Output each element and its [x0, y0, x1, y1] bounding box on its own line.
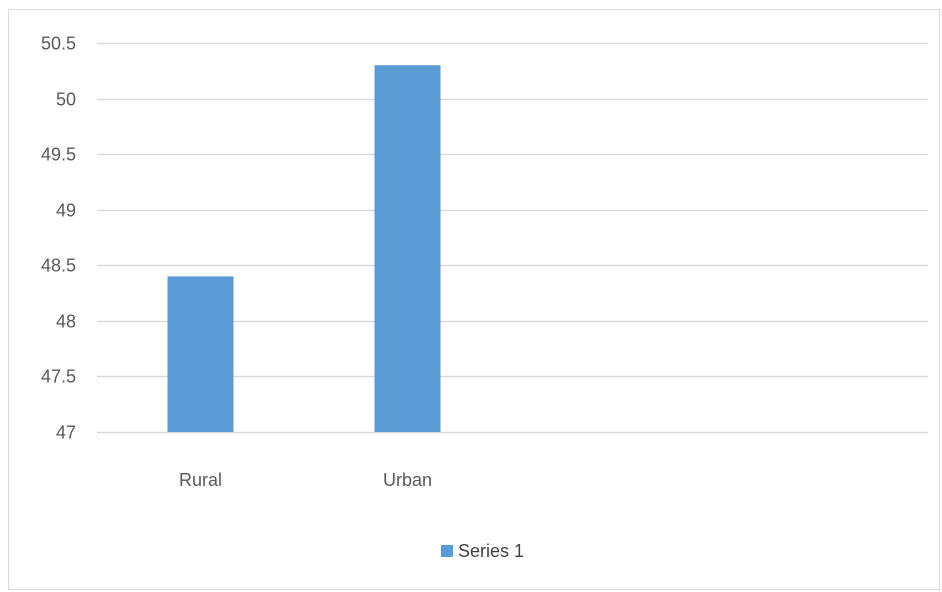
y-tick-label: 48 — [56, 312, 76, 332]
y-tick-label: 49.5 — [41, 145, 76, 165]
y-tick-label: 50.5 — [41, 34, 76, 54]
y-tick-label: 48.5 — [41, 256, 76, 276]
y-tick-label: 47.5 — [41, 367, 76, 387]
x-category-label: Urban — [383, 470, 432, 490]
bar-urban — [374, 65, 441, 432]
bar-rural — [167, 276, 234, 432]
legend: Series 1 — [441, 541, 524, 561]
x-category-label: Rural — [179, 470, 222, 490]
y-tick-label: 47 — [56, 423, 76, 443]
y-tick-label: 49 — [56, 201, 76, 221]
legend-label: Series 1 — [458, 541, 524, 561]
legend-swatch — [441, 545, 453, 557]
y-tick-label: 50 — [56, 90, 76, 110]
chart-area — [8, 9, 940, 590]
